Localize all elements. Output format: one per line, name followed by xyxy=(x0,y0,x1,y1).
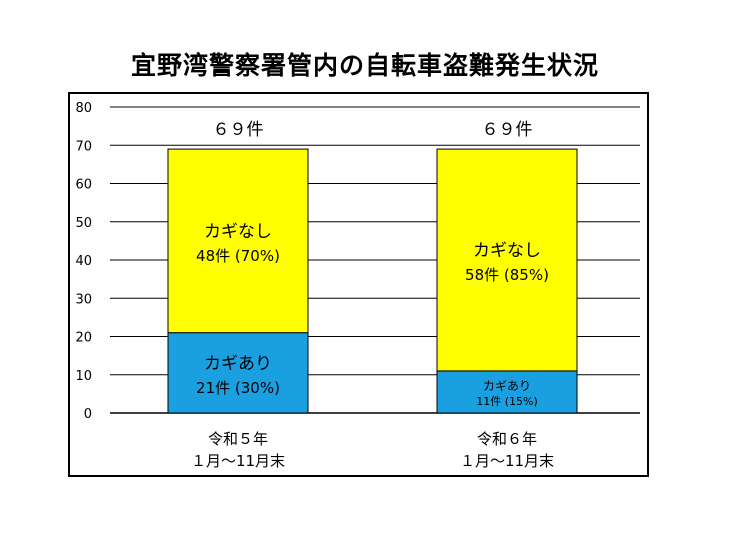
x-category-label: １月～11月末 xyxy=(460,452,554,470)
bar-segment xyxy=(436,148,578,372)
y-tick-label: 80 xyxy=(75,101,92,116)
bar-segment xyxy=(167,332,309,414)
segment-name-label: カギあり xyxy=(483,379,531,393)
segment-value-label: 58件 (85%) xyxy=(465,266,549,284)
bars xyxy=(167,148,578,414)
y-tick-label: 50 xyxy=(75,216,92,231)
total-label: ６９件 xyxy=(213,120,264,140)
y-tick-label: 20 xyxy=(75,331,92,346)
segment-name-label: カギあり xyxy=(204,354,272,374)
x-category-label: １月～11月末 xyxy=(191,452,285,470)
segment-value-label: 48件 (70%) xyxy=(196,247,280,265)
y-axis-ticks: 0 10 20 30 40 50 60 70 80 xyxy=(75,101,92,422)
segment-value-label: 11件 (15%) xyxy=(476,395,538,408)
y-tick-label: 30 xyxy=(75,292,92,307)
y-tick-label: 60 xyxy=(75,178,92,193)
y-tick-label: 70 xyxy=(75,139,92,154)
bar-segment xyxy=(167,148,309,334)
y-tick-label: 40 xyxy=(75,254,92,269)
segment-name-label: カギなし xyxy=(473,241,541,261)
segment-value-label: 21件 (30%) xyxy=(196,379,280,397)
chart-title: 宜野湾警察署管内の自転車盗難発生状況 xyxy=(130,51,599,80)
x-category-label: 令和６年 xyxy=(477,430,537,448)
y-tick-label: 10 xyxy=(75,369,92,384)
total-label: ６９件 xyxy=(482,120,533,140)
x-category-label: 令和５年 xyxy=(208,430,268,448)
segment-name-label: カギなし xyxy=(204,222,272,242)
y-tick-label: 0 xyxy=(84,407,92,422)
